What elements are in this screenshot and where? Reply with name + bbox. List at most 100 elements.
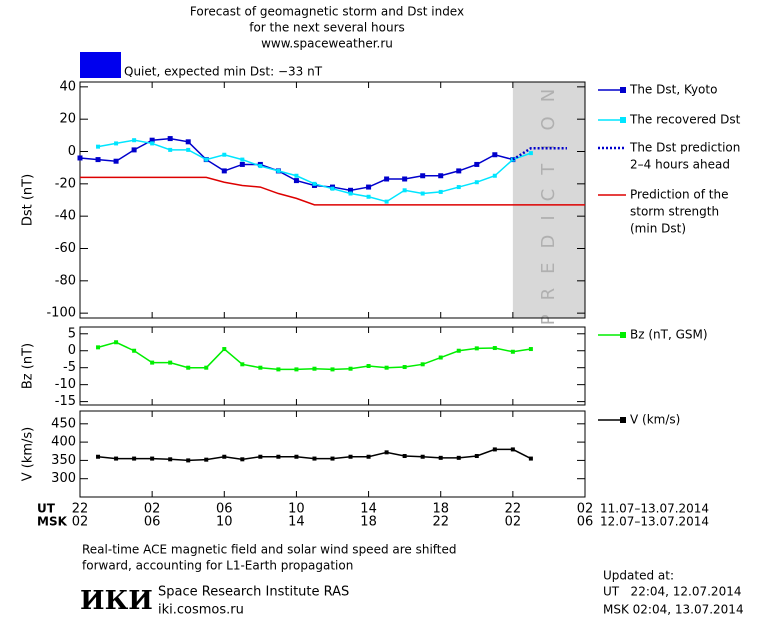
plot-frame — [79, 81, 586, 319]
series-line — [80, 176, 585, 206]
title-line: for the next several hours — [249, 21, 405, 35]
x-tick-label: 22 — [505, 502, 522, 517]
ut-dates: 11.07–13.07.2014 — [600, 502, 709, 516]
data-point — [258, 164, 263, 169]
data-point — [492, 152, 498, 158]
data-point — [132, 348, 137, 353]
data-point — [456, 455, 461, 460]
legend-marker — [620, 87, 626, 93]
y-tick-label: 350 — [51, 453, 76, 468]
data-point — [366, 364, 371, 368]
data-point — [239, 161, 245, 167]
institute: Space Research Institute RAS — [158, 585, 349, 600]
x-tick-label-msk: 10 — [216, 515, 233, 530]
data-point — [402, 188, 407, 193]
updated: UT 22:04, 12.07.2014 — [603, 585, 741, 599]
updated: Updated at: — [603, 569, 674, 583]
x-tick-label: 22 — [72, 502, 89, 517]
legend-label: The Dst, Kyoto — [629, 83, 717, 97]
logo: ИКИ — [80, 586, 153, 616]
data-point — [474, 161, 480, 167]
prediction-label: PREDICTION — [538, 75, 559, 325]
ut-label: UT — [37, 502, 56, 516]
updated: MSK 02:04, 13.07.2014 — [603, 603, 744, 617]
y-axis-title: Dst (nT) — [21, 174, 36, 226]
data-point — [168, 457, 173, 462]
data-point — [420, 362, 425, 367]
data-point — [420, 454, 425, 459]
legend-label: The recovered Dst — [629, 113, 741, 127]
data-point — [113, 158, 119, 164]
y-tick-label: -40 — [55, 209, 76, 224]
data-point — [150, 360, 155, 365]
prediction-region — [512, 82, 585, 318]
data-point — [420, 173, 426, 179]
y-tick-label: -100 — [46, 306, 76, 321]
x-tick-label-msk: 18 — [360, 515, 377, 530]
data-point — [276, 454, 281, 459]
data-point — [150, 456, 155, 461]
data-point — [114, 141, 119, 146]
y-tick-label: 0 — [68, 343, 76, 358]
x-tick-label-msk: 02 — [505, 515, 522, 530]
x-tick-label: 18 — [432, 502, 449, 517]
legend-label: Bz (nT, GSM) — [630, 328, 708, 342]
data-point — [510, 349, 515, 354]
series-line — [97, 139, 532, 203]
data-point — [474, 180, 479, 185]
data-point — [240, 157, 245, 162]
status-indicator — [80, 52, 121, 78]
title-line: Forecast of geomagnetic storm and Dst in… — [190, 5, 464, 19]
data-point — [312, 181, 317, 186]
data-point — [312, 456, 317, 461]
legend-marker — [620, 332, 626, 338]
plot-frame — [79, 326, 586, 406]
data-point — [438, 189, 443, 194]
data-point — [528, 456, 533, 461]
data-point — [204, 157, 209, 162]
data-point — [348, 191, 353, 196]
y-tick-label: 400 — [51, 435, 76, 450]
data-point — [149, 137, 155, 143]
data-point — [293, 178, 299, 184]
y-tick-label: 20 — [59, 112, 76, 127]
data-point — [492, 173, 497, 178]
data-point — [348, 454, 353, 459]
data-point — [456, 168, 462, 174]
data-point — [95, 157, 101, 163]
plot-frame — [79, 410, 586, 498]
data-point — [492, 447, 497, 452]
data-point — [77, 155, 83, 161]
data-point — [114, 340, 119, 345]
data-point — [528, 347, 533, 352]
series-line — [97, 341, 532, 371]
footer-note: Real-time ACE magnetic field and solar w… — [82, 543, 457, 557]
legend-label: 2–4 hours ahead — [630, 158, 730, 172]
data-point — [456, 348, 461, 353]
data-point — [384, 176, 390, 182]
x-tick-label-msk: 22 — [432, 515, 449, 530]
title-line: www.spaceweather.ru — [261, 37, 393, 51]
data-point — [474, 346, 479, 351]
data-point — [168, 147, 173, 152]
y-tick-label: 5 — [68, 326, 76, 341]
data-point — [131, 147, 137, 153]
x-tick-label-msk: 06 — [144, 515, 161, 530]
x-tick-label: 06 — [216, 502, 233, 517]
y-tick-label: 40 — [59, 79, 76, 94]
y-tick-label: 0 — [68, 144, 76, 159]
data-point — [258, 454, 263, 459]
data-point — [204, 365, 209, 370]
data-point — [222, 454, 227, 459]
legend-label: V (km/s) — [630, 413, 680, 427]
data-point — [240, 457, 245, 462]
y-axis-title: V (km/s) — [21, 427, 36, 482]
x-tick-label: 02 — [144, 502, 161, 517]
legend-label: The Dst prediction — [629, 141, 740, 155]
y-tick-label: -80 — [55, 273, 76, 288]
x-tick-label: 14 — [360, 502, 377, 517]
data-point — [114, 456, 119, 461]
data-point — [366, 184, 372, 190]
data-point — [132, 456, 137, 461]
data-point — [384, 199, 389, 204]
